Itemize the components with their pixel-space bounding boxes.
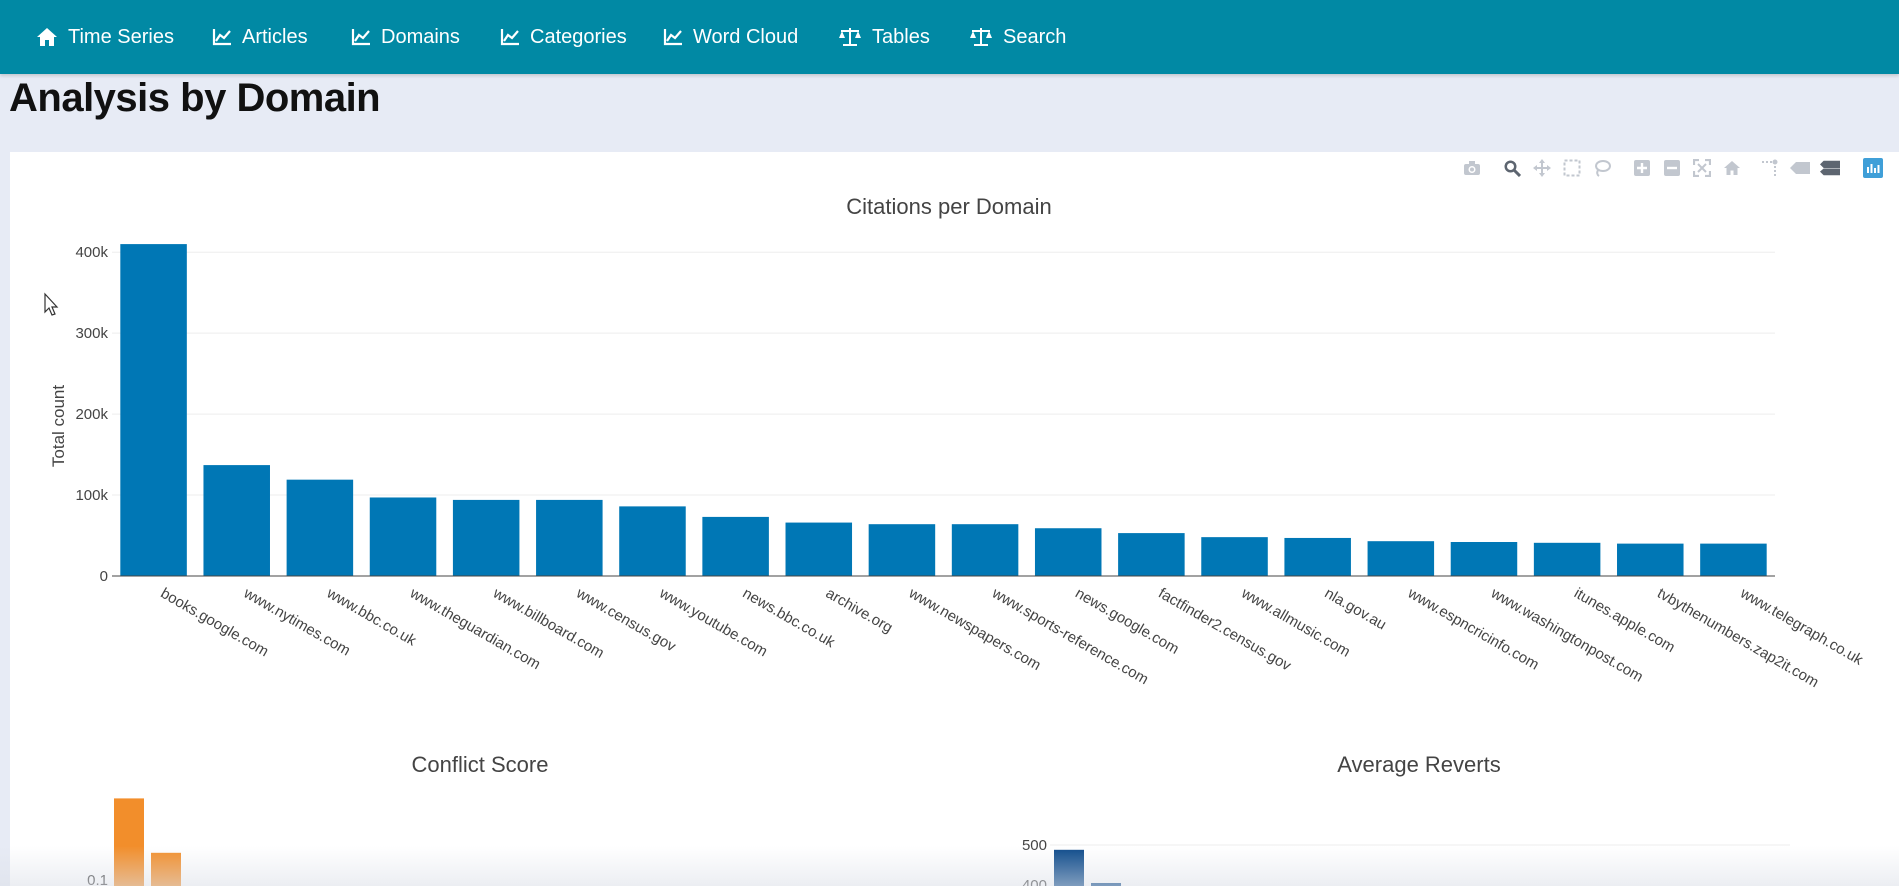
mouse-cursor-icon bbox=[44, 292, 59, 316]
x-tick-label: tvbythenumbers.zap2it.com bbox=[1654, 585, 1821, 691]
x-tick-label: archive.org bbox=[823, 585, 896, 637]
nav-label: Articles bbox=[242, 25, 308, 48]
x-tick-label: www.espncricinfo.com bbox=[1404, 584, 1542, 673]
home-icon bbox=[37, 28, 57, 46]
lasso-icon[interactable] bbox=[1592, 158, 1612, 178]
bar[interactable] bbox=[1284, 537, 1351, 576]
bar[interactable] bbox=[452, 499, 520, 576]
y-tick-label: 0 bbox=[100, 568, 108, 585]
page-title: Analysis by Domain bbox=[9, 76, 381, 120]
bar[interactable] bbox=[203, 465, 270, 576]
bar[interactable] bbox=[1450, 542, 1518, 576]
nav-domains[interactable]: Domains bbox=[351, 22, 460, 52]
plotly-logo-icon[interactable] bbox=[1863, 158, 1883, 178]
nav-word-cloud[interactable]: Word Cloud bbox=[663, 22, 798, 52]
bar[interactable] bbox=[1054, 849, 1084, 886]
line-chart-icon bbox=[663, 29, 682, 46]
bar[interactable] bbox=[536, 499, 603, 576]
reset-axes-icon[interactable] bbox=[1722, 158, 1742, 178]
nav-label: Domains bbox=[381, 25, 460, 48]
y-tick-label: 0.1 bbox=[87, 872, 108, 886]
y-tick-label: 400 bbox=[1022, 877, 1047, 886]
bar[interactable] bbox=[114, 798, 144, 886]
nav-categories[interactable]: Categories bbox=[500, 22, 627, 52]
pan-icon[interactable] bbox=[1532, 158, 1552, 178]
bar[interactable] bbox=[151, 852, 181, 886]
chart-title: Conflict Score bbox=[412, 752, 549, 777]
bar[interactable] bbox=[286, 479, 354, 576]
zoom-out-icon[interactable] bbox=[1662, 158, 1682, 178]
nav-time-series[interactable]: Time Series bbox=[36, 22, 174, 52]
x-tick-label: www.newspapers.com bbox=[905, 584, 1044, 674]
nav-tables[interactable]: Tables bbox=[838, 22, 930, 52]
average-reverts-chart: Average Reverts 500 400 bbox=[1022, 752, 1790, 886]
y-tick-label: 200k bbox=[75, 406, 108, 423]
nav-label: Search bbox=[1003, 25, 1067, 48]
x-tick-label: nla.gov.au bbox=[1322, 585, 1389, 634]
nav-articles[interactable]: Articles bbox=[212, 22, 308, 52]
bar[interactable] bbox=[1617, 543, 1684, 576]
bar[interactable] bbox=[1367, 541, 1435, 576]
spike-lines-icon[interactable] bbox=[1760, 158, 1780, 178]
bar[interactable] bbox=[1201, 537, 1268, 576]
bar[interactable] bbox=[868, 524, 936, 576]
hover-compare-icon[interactable] bbox=[1820, 158, 1840, 178]
nav-label: Word Cloud bbox=[693, 25, 799, 48]
conflict-score-chart: Conflict Score 0.1 bbox=[87, 752, 548, 886]
bar[interactable] bbox=[702, 516, 769, 576]
nav-label: Categories bbox=[530, 25, 627, 48]
x-tick-label: www.sports-reference.com bbox=[988, 584, 1151, 688]
nav-label: Time Series bbox=[68, 25, 174, 48]
bar[interactable] bbox=[1034, 528, 1102, 576]
bar[interactable] bbox=[1533, 542, 1601, 576]
citations-chart: Citations per Domain Total count 0 100k 20… bbox=[49, 194, 1866, 691]
autoscale-icon[interactable] bbox=[1692, 158, 1712, 178]
bar[interactable] bbox=[120, 244, 187, 576]
line-chart-icon bbox=[351, 29, 370, 46]
bar[interactable] bbox=[1118, 533, 1185, 576]
bar[interactable] bbox=[369, 497, 437, 576]
y-tick-label: 300k bbox=[75, 325, 108, 342]
line-chart-icon bbox=[500, 29, 519, 46]
chart-title: Average Reverts bbox=[1337, 752, 1500, 777]
chart-title: Citations per Domain bbox=[846, 194, 1051, 219]
y-axis-title: Total count bbox=[49, 385, 68, 467]
balance-scale-icon bbox=[839, 28, 861, 46]
bar[interactable] bbox=[1700, 543, 1767, 576]
bar[interactable] bbox=[951, 524, 1019, 576]
x-tick-label: factfinder2.census.gov bbox=[1155, 585, 1294, 675]
nav-search[interactable]: Search bbox=[969, 22, 1066, 52]
zoom-icon[interactable] bbox=[1502, 158, 1522, 178]
x-tick-label: www.washingtonpost.com bbox=[1487, 584, 1646, 686]
balance-scale-icon bbox=[970, 28, 992, 46]
hover-closest-icon[interactable] bbox=[1790, 158, 1810, 178]
charts-svg: Citations per Domain Total count 0 100k 20… bbox=[44, 194, 1866, 886]
zoom-in-icon[interactable] bbox=[1632, 158, 1652, 178]
y-tick-label: 500 bbox=[1022, 837, 1047, 854]
box-select-icon[interactable] bbox=[1562, 158, 1582, 178]
bar[interactable] bbox=[619, 506, 686, 576]
nav-label: Tables bbox=[872, 25, 930, 48]
camera-icon[interactable] bbox=[1462, 158, 1482, 178]
line-chart-icon bbox=[212, 29, 231, 46]
top-navbar: Time Series Articles Domains Categories … bbox=[0, 0, 1899, 74]
y-tick-label: 100k bbox=[75, 487, 108, 504]
y-tick-label: 400k bbox=[75, 244, 108, 261]
bar[interactable] bbox=[785, 522, 853, 576]
chart-panel: Citations per Domain Total count 0 100k 20… bbox=[10, 152, 1899, 886]
